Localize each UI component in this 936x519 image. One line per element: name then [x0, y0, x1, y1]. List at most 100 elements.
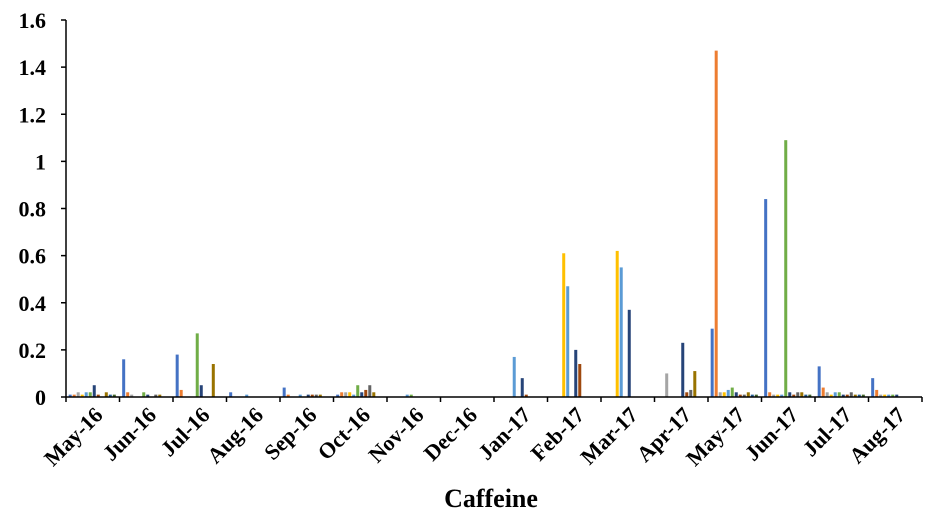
- bar: [364, 389, 368, 397]
- bar: [368, 385, 372, 397]
- bar: [800, 392, 804, 397]
- bar: [76, 392, 80, 397]
- bar: [80, 394, 84, 397]
- bar: [348, 392, 352, 397]
- bar: [730, 387, 734, 397]
- bar: [772, 394, 776, 397]
- x-tick-label: Jun-16: [98, 402, 161, 465]
- bar: [108, 394, 112, 397]
- bar: [175, 354, 179, 397]
- x-tick-label: May-16: [39, 402, 108, 471]
- y-tick-label: 0.6: [19, 244, 47, 269]
- bar: [714, 50, 718, 397]
- bar: [825, 392, 829, 397]
- bar: [88, 392, 92, 397]
- bar: [574, 349, 578, 398]
- bar: [722, 392, 726, 397]
- bar: [298, 394, 302, 397]
- bar: [130, 394, 134, 397]
- bar: [314, 394, 318, 397]
- bar: [817, 366, 821, 397]
- bar: [841, 394, 845, 397]
- bar: [726, 389, 730, 397]
- bar: [286, 394, 290, 397]
- bar: [875, 389, 879, 397]
- x-tick-label: Dec-16: [419, 402, 482, 465]
- bar: [68, 394, 72, 397]
- bar: [780, 394, 784, 397]
- bar: [566, 286, 570, 397]
- bar: [512, 356, 516, 397]
- bar: [685, 392, 689, 397]
- bar: [792, 394, 796, 397]
- bar: [372, 392, 376, 397]
- bar: [837, 392, 841, 397]
- bar: [142, 392, 146, 397]
- bar: [229, 392, 233, 397]
- bar: [72, 394, 76, 397]
- bar: [849, 392, 853, 397]
- bar: [154, 394, 158, 397]
- bar: [318, 394, 322, 397]
- bar: [310, 394, 314, 397]
- bar: [788, 392, 792, 397]
- bar: [96, 394, 100, 397]
- bar: [360, 392, 364, 397]
- bar: [405, 394, 409, 397]
- bar: [306, 394, 310, 397]
- bar: [804, 394, 808, 397]
- bar: [619, 267, 623, 397]
- bar: [861, 394, 865, 397]
- bar: [92, 385, 96, 397]
- x-tick-label: Sep-16: [259, 402, 322, 465]
- bar: [84, 392, 88, 397]
- y-tick-label: 0.4: [19, 291, 47, 316]
- bar: [409, 394, 413, 397]
- bar: [845, 394, 849, 397]
- bar: [808, 394, 812, 397]
- x-axis-title: Caffeine: [444, 484, 538, 513]
- bar: [356, 385, 360, 397]
- bar: [627, 309, 631, 397]
- bar: [681, 342, 685, 397]
- bars-group: [68, 50, 899, 398]
- bar: [734, 392, 738, 397]
- y-tick-label: 1.4: [19, 55, 47, 80]
- bar: [665, 373, 669, 397]
- x-tick-label: May-17: [681, 402, 750, 471]
- y-tick-label: 0: [35, 385, 46, 410]
- x-tick-label: Aug-16: [202, 402, 268, 468]
- bar: [883, 394, 887, 397]
- bar: [340, 392, 344, 397]
- bar: [112, 394, 116, 397]
- bar: [520, 378, 524, 397]
- bar: [821, 387, 825, 397]
- bar: [754, 394, 758, 397]
- bar: [833, 392, 837, 397]
- bar: [336, 394, 340, 397]
- bar: [158, 394, 162, 397]
- y-tick-label: 0.8: [19, 197, 47, 222]
- bar: [104, 392, 108, 397]
- bar: [524, 394, 528, 397]
- bar: [857, 394, 861, 397]
- bar: [829, 394, 833, 397]
- y-tick-label: 0.2: [19, 338, 47, 363]
- x-tick-label: Oct-16: [312, 402, 375, 465]
- y-tick-label: 1: [35, 149, 46, 174]
- y-tick-label: 1.6: [19, 8, 47, 33]
- x-tick-label: Nov-16: [363, 402, 428, 467]
- bar: [738, 394, 742, 397]
- bar: [615, 250, 619, 397]
- x-tick-label: Jun-17: [740, 402, 803, 465]
- bar: [352, 394, 356, 397]
- bar: [784, 140, 788, 398]
- bar: [122, 359, 126, 397]
- bar: [146, 394, 150, 397]
- bar: [871, 378, 875, 397]
- bar: [768, 392, 772, 397]
- bar: [891, 394, 895, 397]
- bar: [796, 392, 800, 397]
- x-tick-label: Jan-17: [473, 402, 536, 465]
